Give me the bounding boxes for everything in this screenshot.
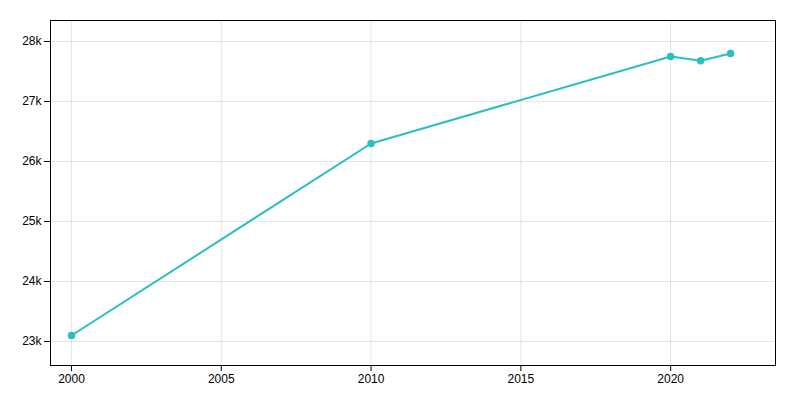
svg-text:26k: 26k (22, 154, 42, 168)
svg-text:24k: 24k (22, 274, 42, 288)
svg-text:2010: 2010 (358, 372, 385, 386)
svg-text:2000: 2000 (58, 372, 85, 386)
svg-text:2005: 2005 (208, 372, 235, 386)
svg-text:2020: 2020 (657, 372, 684, 386)
svg-text:23k: 23k (22, 334, 42, 348)
svg-text:28k: 28k (22, 34, 42, 48)
svg-text:25k: 25k (22, 214, 42, 228)
svg-text:2015: 2015 (507, 372, 534, 386)
svg-text:27k: 27k (22, 94, 42, 108)
